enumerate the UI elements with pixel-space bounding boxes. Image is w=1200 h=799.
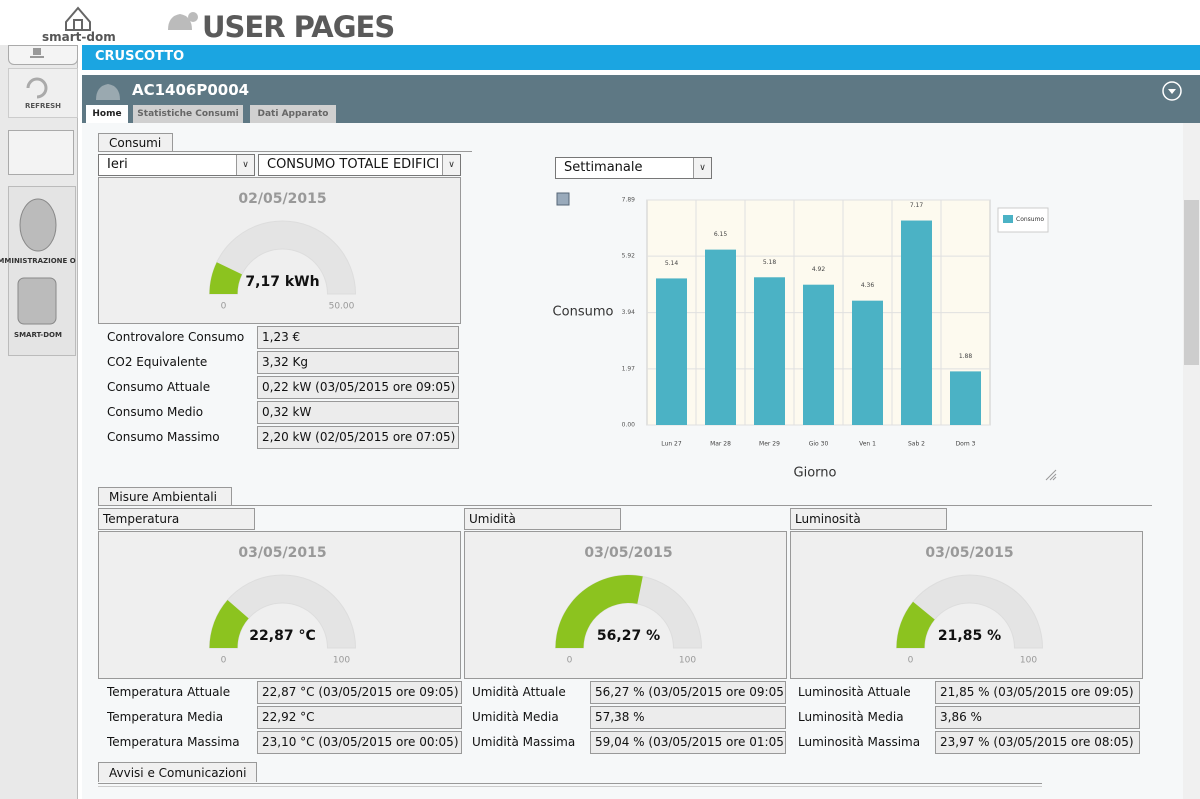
info-value: 0,32 kW <box>257 401 459 424</box>
dropdown[interactable]: CONSUMO TOTALE EDIFICIO ∨ <box>258 154 461 176</box>
info-value: 3,32 Kg <box>257 351 459 374</box>
sidebar-divider <box>8 130 74 175</box>
info-label: CO2 Equivalente <box>107 355 208 369</box>
info-label: Luminosità Attuale <box>798 685 911 699</box>
gauge-panel <box>98 531 461 679</box>
scroll-thumb[interactable] <box>1184 200 1199 365</box>
bell-icon <box>168 14 192 30</box>
section-line <box>98 151 472 152</box>
info-value: 57,38 % <box>590 706 786 729</box>
gauge-panel <box>464 531 787 679</box>
section-tab: Consumi <box>98 133 173 152</box>
tab[interactable]: Dati Apparato <box>250 105 336 123</box>
info-value: 22,87 °C (03/05/2015 ore 09:05) <box>257 681 462 704</box>
refresh-label: REFRESH <box>24 102 62 110</box>
bell-icon-dot <box>188 12 198 22</box>
info-label: Consumo Medio <box>107 405 204 419</box>
info-label: Consumo Attuale <box>107 380 211 394</box>
section-tab: Misure Ambientali <box>98 487 232 506</box>
info-label: Luminosità Media <box>798 710 904 724</box>
title-bar-label: CRUSCOTTO <box>95 49 185 64</box>
info-label: Umidità Media <box>472 710 559 724</box>
dropdown-arrow: ∨ <box>442 155 460 175</box>
panel-title: Luminosità <box>790 508 947 530</box>
refresh-button[interactable] <box>8 68 78 118</box>
dropdown[interactable]: Settimanale ∨ <box>555 157 712 179</box>
dropdown[interactable]: Ieri ∨ <box>98 154 255 176</box>
section-line <box>98 505 1152 506</box>
info-label: Consumo Massimo <box>107 430 220 444</box>
info-value: 3,86 % <box>935 706 1140 729</box>
table-header-line <box>98 783 1042 787</box>
logo-icon <box>65 6 91 31</box>
dropdown-text: Settimanale <box>564 160 643 175</box>
dropdown-arrow: ∨ <box>236 155 254 175</box>
info-value: 0,22 kW (03/05/2015 ore 09:05) <box>257 376 459 399</box>
smartdom-label[interactable]: SMART-DOM <box>14 331 62 339</box>
tab[interactable]: Statistiche Consumi <box>133 105 243 123</box>
dropdown-text: Ieri <box>107 157 128 172</box>
section-tab: Avvisi e Comunicazioni <box>98 762 257 782</box>
info-label: Temperatura Massima <box>107 735 240 749</box>
info-value: 22,92 °C <box>257 706 462 729</box>
info-value: 21,85 % (03/05/2015 ore 09:05) <box>935 681 1140 704</box>
dropdown-text: CONSUMO TOTALE EDIFICIO <box>267 157 440 172</box>
info-label: Umidità Attuale <box>472 685 566 699</box>
pin-button[interactable] <box>8 45 78 65</box>
panel-title: Temperatura <box>98 508 255 530</box>
info-value: 56,27 % (03/05/2015 ore 09:05) <box>590 681 786 704</box>
info-label: Controvalore Consumo <box>107 330 245 344</box>
page-title: USER PAGES <box>202 10 395 44</box>
info-label: Luminosità Massima <box>798 735 921 749</box>
gauge-panel <box>790 531 1143 679</box>
info-value: 23,97 % (03/05/2015 ore 08:05) <box>935 731 1140 754</box>
info-value: 2,20 kW (02/05/2015 ore 07:05) <box>257 426 459 449</box>
info-label: Temperatura Media <box>107 710 224 724</box>
info-label: Temperatura Attuale <box>107 685 231 699</box>
info-value: 23,10 °C (03/05/2015 ore 00:05) <box>257 731 462 754</box>
info-value: 1,23 € <box>257 326 459 349</box>
brand: smart-dom <box>42 30 116 44</box>
tab[interactable]: Home <box>86 105 128 123</box>
panel-title: Umidità <box>464 508 621 530</box>
device-name: AC1406P0004 <box>132 81 250 99</box>
dropdown-arrow: ∨ <box>693 158 711 178</box>
admin-label[interactable]: AMMINISTRAZIONE O <box>0 257 76 265</box>
title-bar <box>82 45 1200 70</box>
gauge-panel <box>98 177 461 324</box>
info-value: 59,04 % (03/05/2015 ore 01:05) <box>590 731 786 754</box>
info-label: Umidità Massima <box>472 735 576 749</box>
